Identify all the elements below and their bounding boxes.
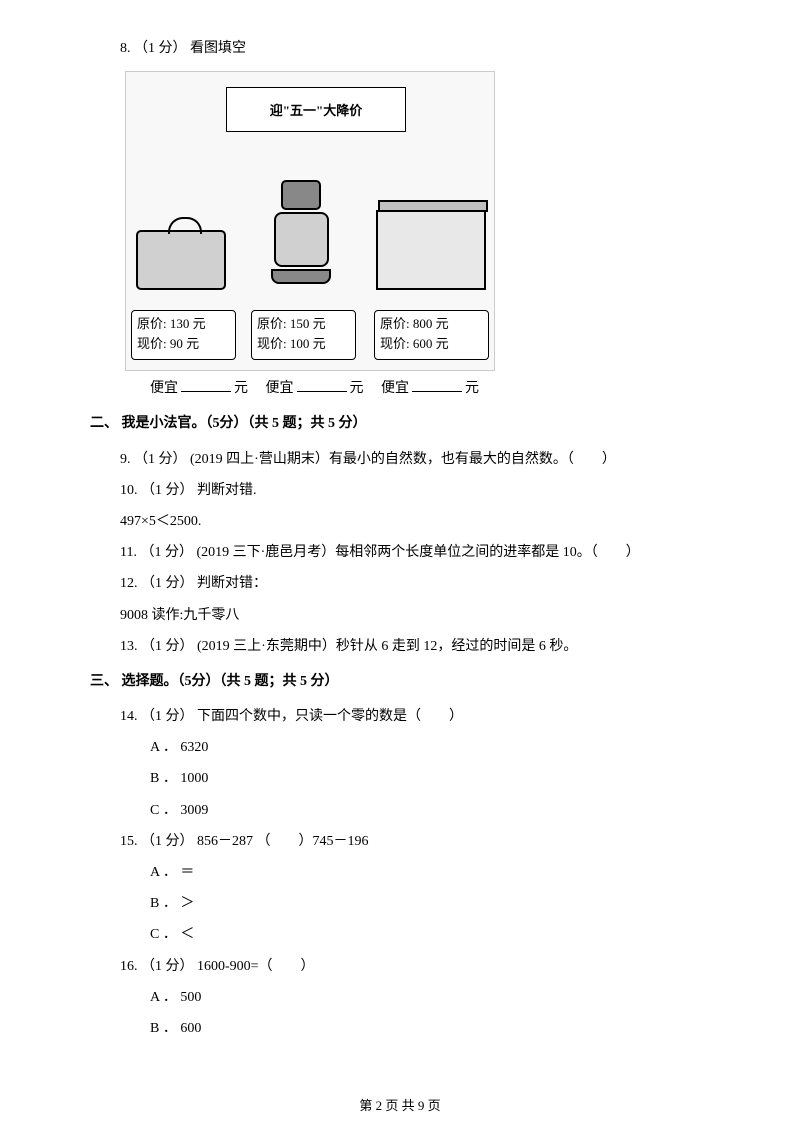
page-footer: 第 2 页 共 9 页 <box>90 1094 710 1117</box>
q15-opt-a[interactable]: A ． ＝ <box>150 860 710 885</box>
lamp-product <box>271 180 331 290</box>
q9: 9. （1 分） (2019 四上·营山期末）有最小的自然数，也有最大的自然数。… <box>120 447 710 472</box>
q10b: 497×5＜2500. <box>120 509 710 534</box>
price-box-2: 原价: 150 元 现价: 100 元 <box>251 310 356 360</box>
q14-opt-b[interactable]: B ． 1000 <box>150 766 710 791</box>
q14-opt-c[interactable]: C ． 3009 <box>150 798 710 823</box>
blank-prefix-3: 便宜 <box>381 381 409 396</box>
q14-opt-a[interactable]: A ． 6320 <box>150 735 710 760</box>
q11: 11. （1 分） (2019 三下·鹿邑月考）每相邻两个长度单位之间的进率都是… <box>120 540 710 565</box>
orig-price-3: 原价: 800 元 <box>380 314 483 334</box>
q14-text: 14. （1 分） 下面四个数中，只读一个零的数是（ ） <box>120 704 710 729</box>
sale-banner: 迎"五一"大降价 <box>226 87 406 132</box>
orig-price-2: 原价: 150 元 <box>257 314 350 334</box>
now-price-3: 现价: 600 元 <box>380 334 483 354</box>
now-price-1: 现价: 90 元 <box>137 334 230 354</box>
blank-suffix-2: 元 <box>350 381 364 396</box>
blank-prefix-2: 便宜 <box>266 381 294 396</box>
blank-suffix-1: 元 <box>234 381 248 396</box>
q8-image: 迎"五一"大降价 原价: 130 元 现价: 90 元 原价: 150 元 现价… <box>125 71 495 371</box>
blank-suffix-3: 元 <box>465 381 479 396</box>
q12a: 12. （1 分） 判断对错： <box>120 571 710 596</box>
now-price-2: 现价: 100 元 <box>257 334 350 354</box>
q15-opt-b[interactable]: B ． ＞ <box>150 891 710 916</box>
q16-text: 16. （1 分） 1600-900=（ ） <box>120 954 710 979</box>
price-box-3: 原价: 800 元 现价: 600 元 <box>374 310 489 360</box>
q16-opt-a[interactable]: A ． 500 <box>150 985 710 1010</box>
q16-opt-b[interactable]: B ． 600 <box>150 1016 710 1041</box>
blank-input-1[interactable] <box>181 376 231 392</box>
q13: 13. （1 分） (2019 三上·东莞期中）秒针从 6 走到 12，经过的时… <box>120 634 710 659</box>
blank-input-3[interactable] <box>412 376 462 392</box>
section3-title: 三、 选择题。（5分）（共 5 题；共 5 分） <box>90 669 710 694</box>
q15-opt-c[interactable]: C ． ＜ <box>150 922 710 947</box>
q15-text: 15. （1 分） 856－287 （ ）745－196 <box>120 829 710 854</box>
section2-title: 二、 我是小法官。（5分）（共 5 题；共 5 分） <box>90 411 710 436</box>
blank-prefix-1: 便宜 <box>150 381 178 396</box>
washer-product <box>376 210 486 290</box>
q12b: 9008 读作:九千零八 <box>120 603 710 628</box>
orig-price-1: 原价: 130 元 <box>137 314 230 334</box>
q8-header: 8. （1 分） 看图填空 <box>120 36 710 61</box>
q10a: 10. （1 分） 判断对错. <box>120 478 710 503</box>
radio-product <box>136 230 226 290</box>
blank-input-2[interactable] <box>297 376 347 392</box>
price-box-1: 原价: 130 元 现价: 90 元 <box>131 310 236 360</box>
q8-blanks: 便宜 元 便宜 元 便宜 元 <box>150 376 710 401</box>
